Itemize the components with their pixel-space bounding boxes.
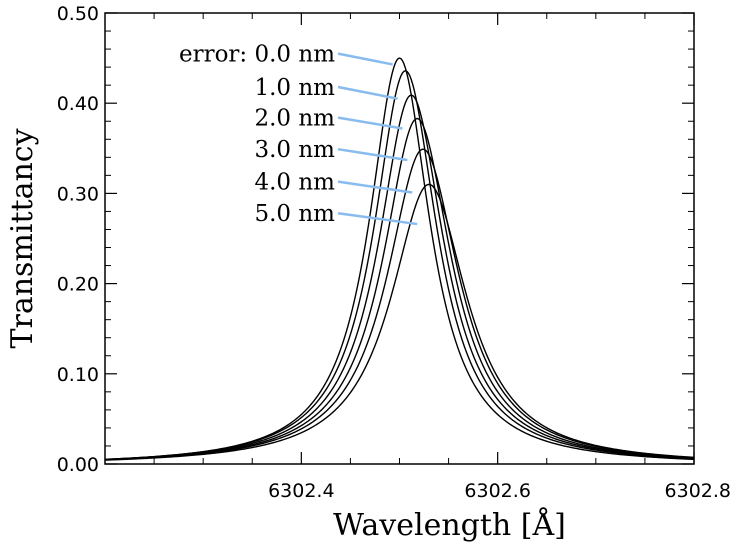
- annotation-label-4: 4.0 nm: [254, 170, 335, 196]
- y-tick-label: 0.10: [57, 364, 99, 386]
- x-tick-label: 6302.6: [464, 480, 530, 502]
- series-line-4: [104, 148, 695, 461]
- series-line-5: [104, 183, 695, 461]
- series-group: [104, 57, 695, 461]
- annotation-leader-0: [337, 52, 393, 66]
- y-tick-label: 0.20: [57, 274, 99, 296]
- x-axis-label: Wavelength [Å]: [333, 507, 566, 543]
- annotation-label-5: 5.0 nm: [254, 201, 335, 227]
- y-tick-label: 0.50: [57, 3, 99, 25]
- y-tick-label: 0.40: [57, 93, 99, 115]
- ticks-group: 0.00 0.10 0.20 0.30 0.40 0.50 6302.4 6302.6 6302…: [57, 3, 731, 502]
- x-tick-label: 6302.4: [268, 480, 334, 502]
- annotation-label-2: 2.0 nm: [254, 106, 335, 132]
- annotation-label-3: 3.0 nm: [254, 137, 335, 163]
- annotation-leader-3: [337, 147, 408, 162]
- annotation-label-1: 1.0 nm: [254, 75, 335, 101]
- series-line-3: [104, 117, 695, 461]
- annotation-leader-4: [337, 180, 413, 194]
- y-axis-label: Transmittancy: [5, 128, 40, 348]
- series-line-0: [104, 57, 695, 461]
- series-line-2: [104, 94, 695, 461]
- annotation-leader-5: [337, 212, 418, 226]
- annotation-leader-2: [337, 116, 403, 130]
- y-tick-label: 0.30: [57, 183, 99, 205]
- annotations-group: error: 0.0 nm 1.0 nm 2.0 nm 3.0 nm 4.0 nm 5.0…: [179, 42, 418, 227]
- annotation-leader-1: [337, 85, 398, 100]
- y-tick-label: 0.00: [57, 454, 99, 476]
- annotation-label-0: error: 0.0 nm: [179, 42, 335, 68]
- x-tick-label: 6302.8: [665, 480, 731, 502]
